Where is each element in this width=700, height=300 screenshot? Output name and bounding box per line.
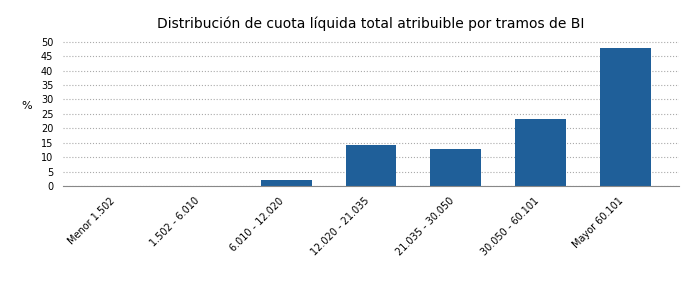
Bar (430, 149, 482, 186)
Bar (515, 119, 566, 186)
Title: Distribución de cuota líquida total atribuible por tramos de BI: Distribución de cuota líquida total atri… (158, 16, 584, 31)
Bar (346, 145, 396, 186)
Y-axis label: %: % (22, 101, 32, 111)
Bar (260, 180, 312, 186)
Bar (600, 48, 651, 186)
